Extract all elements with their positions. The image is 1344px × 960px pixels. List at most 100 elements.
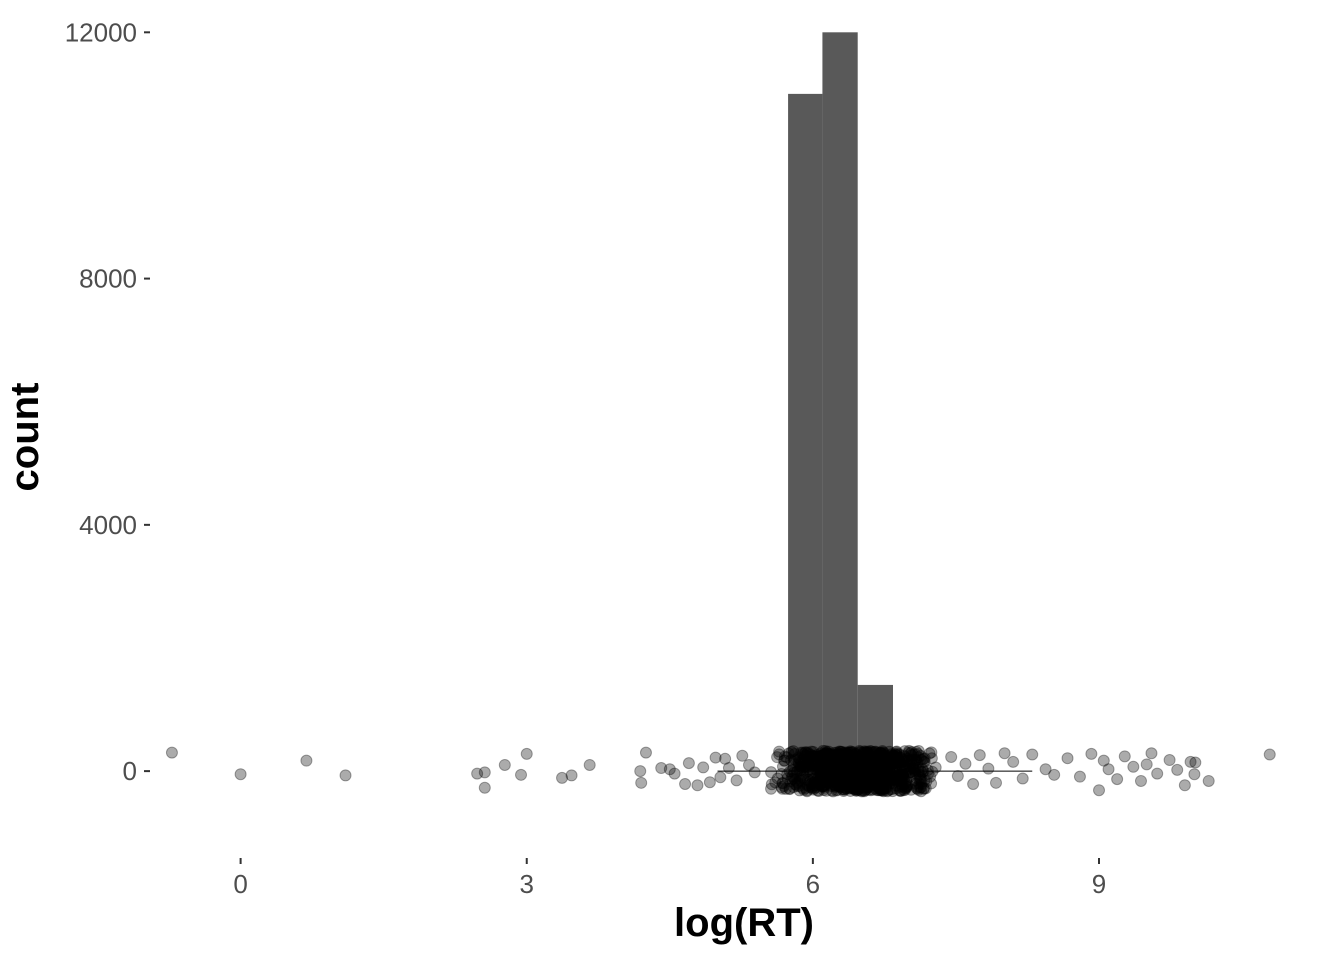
jitter-point [869,761,882,774]
jitter-point [871,769,884,782]
jitter-point [860,763,873,776]
jitter-point [839,782,852,795]
jitter-point [748,766,761,779]
y-tick-label: 0 [123,756,137,786]
jitter-point [816,760,829,773]
jitter-point [906,759,919,772]
jitter-point [888,773,901,786]
jitter-point [831,770,844,783]
jitter-point [786,763,799,776]
jitter-point [844,758,857,771]
jitter-point [876,766,889,779]
jitter-point [842,778,855,791]
jitter-point [841,773,854,786]
jitter-point [874,746,887,759]
jitter-point [912,765,925,778]
jitter-point [1178,779,1191,792]
jitter-point [879,760,892,773]
x-tick-label: 6 [806,869,820,899]
jitter-point [816,749,829,762]
jitter-point [881,751,894,764]
jitter-point [878,758,891,771]
jitter-point [845,779,858,792]
jitter-point [823,747,836,760]
jitter-point [870,779,883,792]
jitter-point [806,749,819,762]
jitter-point [860,774,873,787]
jitter-point [859,781,872,794]
jitter-point [824,758,837,771]
jitter-point [829,758,842,771]
jitter-point [890,748,903,761]
jitter-point [869,782,882,795]
jitter-point [869,776,882,789]
jitter-point [820,746,833,759]
jitter-point [786,770,799,783]
jitter-point [872,765,885,778]
jitter-point [859,746,872,759]
jitter-point [894,784,907,797]
jitter-point [889,762,902,775]
jitter-point [816,767,829,780]
jitter-point [834,780,847,793]
jitter-point [825,763,838,776]
jitter-point [877,761,890,774]
jitter-point [817,780,830,793]
jitter-point [848,773,861,786]
jitter-point [778,754,791,767]
jitter-point [826,757,839,770]
jitter-point [866,783,879,796]
jitter-point [819,748,832,761]
jitter-point [875,769,888,782]
y-axis-title: count [3,383,47,492]
jitter-point [471,767,484,780]
jitter-point [635,776,648,789]
jitter-point [859,782,872,795]
jitter-point [835,765,848,778]
jitter-point [917,755,930,768]
jitter-point [914,771,927,784]
jitter-point [850,770,863,783]
jitter-point [881,770,894,783]
jitter-point [1093,784,1106,797]
jitter-point [913,771,926,784]
jitter-point [811,784,824,797]
jitter-point [812,757,825,770]
jitter-point [865,752,878,765]
jitter-point [898,772,911,785]
jitter-point [780,751,793,764]
jitter-point [903,770,916,783]
jitter-point [864,779,877,792]
jitter-point [850,784,863,797]
jitter-point [825,748,838,761]
jitter-point [897,749,910,762]
jitter-point [872,777,885,790]
jitter-point [736,749,749,762]
jitter-point [911,782,924,795]
jitter-point [851,758,864,771]
jitter-point [861,755,874,768]
jitter-point [816,762,829,775]
jitter-point [896,771,909,784]
jitter-point [870,753,883,766]
jitter-point [795,760,808,773]
jitter-point [836,780,849,793]
jitter-point [868,751,881,764]
jitter-point [865,745,878,758]
jitter-point [845,782,858,795]
jitter-point [787,781,800,794]
jitter-point [861,762,874,775]
jitter-point [819,768,832,781]
jitter-point [823,764,836,777]
jitter-point [900,775,913,788]
jitter-point [820,764,833,777]
jitter-point [914,781,927,794]
jitter-point [917,782,930,795]
jitter-point [843,767,856,780]
jitter-point [887,757,900,770]
jitter-point [857,774,870,787]
jitter-point [773,745,786,758]
jitter-point [868,764,881,777]
jitter-point [898,771,911,784]
jitter-point [879,764,892,777]
